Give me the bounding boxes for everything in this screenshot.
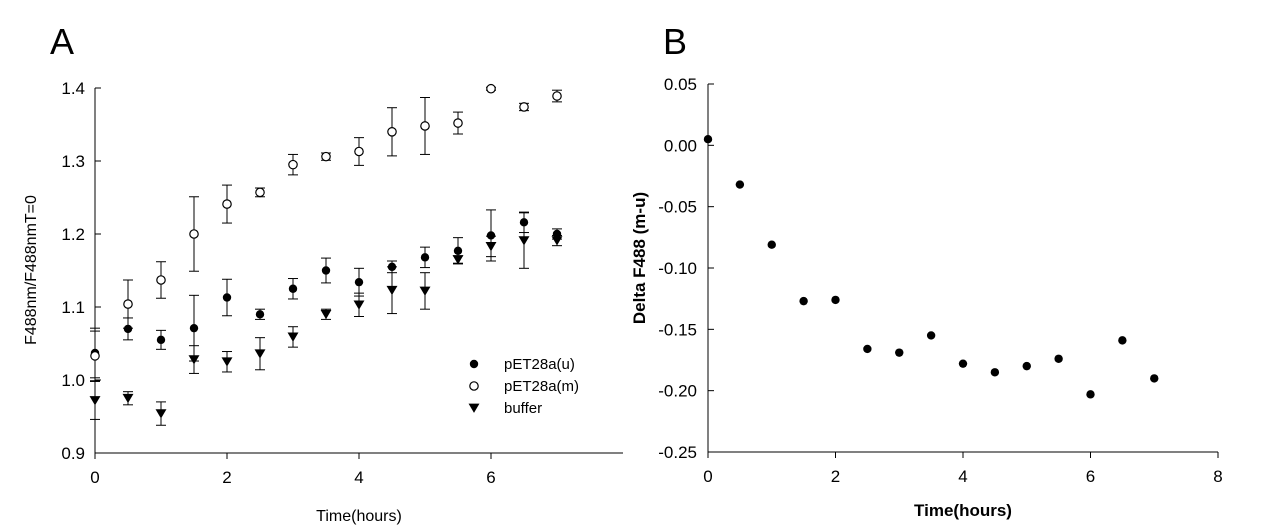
panel-b-point xyxy=(799,296,808,306)
panel-a-buffer-point xyxy=(254,349,266,359)
panel-b-point xyxy=(1054,354,1063,363)
panel-b-chart: B -0.25 -0.20 -0.15 -0.10 -0.05 0.00 0.05 0 2 4 6… xyxy=(630,21,1223,520)
panel-a-pet28a-u-point xyxy=(453,246,463,255)
panel-b-point xyxy=(1150,374,1159,383)
panel-b-point xyxy=(703,135,713,144)
panel-a-buffer-point xyxy=(551,236,563,246)
panel-a-pet28a-m-point xyxy=(90,351,100,361)
panel-b-point xyxy=(735,180,745,189)
panel-a-pet28a-u-point xyxy=(222,293,232,302)
panel-b-point xyxy=(1022,361,1031,371)
panel-a-pet28a-u-point xyxy=(288,284,298,293)
panel-a-y-axis-label: F488nm/F488nmT=0 xyxy=(23,195,40,345)
panel-a-pet28a-m-point xyxy=(552,91,562,101)
panel-a-pet28a-m-point xyxy=(354,146,364,157)
panel-b-x-axis-label: Time(hours) xyxy=(914,501,1012,520)
panel-b-point xyxy=(1118,336,1127,345)
panel-a-pet28a-m-point xyxy=(189,229,199,239)
panel-a-pet28a-u-point xyxy=(420,253,430,262)
legend-label: buffer xyxy=(504,400,542,417)
panel-a-legend: pET28a(u) pET28a(m) buffer xyxy=(468,356,579,417)
panel-a-pet28a-u-point xyxy=(321,266,331,275)
panel-a-pet28a-u-point xyxy=(255,310,265,319)
panel-a-pet28a-m-point xyxy=(156,275,166,285)
panel-a-buffer-point xyxy=(221,357,233,367)
panel-a-buffer-point xyxy=(386,285,398,296)
panel-a-pet28a-m-point xyxy=(420,121,430,131)
panel-b-point xyxy=(990,368,1000,377)
panel-a-pet28a-u-point xyxy=(354,277,364,287)
panel-b-point xyxy=(767,240,776,249)
panel-a-pet28a-u-point xyxy=(189,323,199,333)
panel-a-buffer-point xyxy=(485,242,497,252)
panel-a-pet28a-u-point xyxy=(156,335,166,345)
legend-marker xyxy=(468,403,480,413)
panel-a-y-tick-label: 1.4 xyxy=(61,79,85,98)
legend-marker xyxy=(469,359,479,369)
panel-a-label: A xyxy=(50,21,74,62)
panel-b-point xyxy=(1086,390,1095,399)
panel-b-x-tick-label: 2 xyxy=(831,467,840,486)
panel-b-y-tick-label: -0.10 xyxy=(658,259,697,278)
panel-b-point xyxy=(831,295,840,305)
panel-b-y-axis-label: Delta F488 (m-u) xyxy=(630,192,649,324)
panel-a-pet28a-m-point xyxy=(255,187,265,198)
panel-a-pet28a-u-point xyxy=(387,262,397,272)
panel-b-y-tick-label: 0.05 xyxy=(664,75,697,94)
panel-a-pet28a-m-point xyxy=(453,118,463,128)
panel-a-pet28a-u-point xyxy=(123,324,133,334)
panel-a-x-axis-label: Time(hours) xyxy=(316,508,402,525)
panel-a-buffer-point xyxy=(287,332,299,342)
panel-a-pet28a-m-point xyxy=(321,151,331,162)
panel-a-pet28a-u-point xyxy=(486,231,496,240)
panel-a-pet28a-m-point xyxy=(486,83,496,94)
panel-a-x-tick-label: 0 xyxy=(90,468,99,487)
panel-a-chart: A 0.9 1.0 1.1 1.2 1.3 1.4 0 2 4 6 Time(hours) F4… xyxy=(23,21,623,525)
panel-a-y-tick-label: 1.1 xyxy=(61,298,85,317)
panel-b-x-tick-label: 4 xyxy=(958,467,967,486)
panel-a-pet28a-m-point xyxy=(123,299,133,309)
panel-b-x-tick-label: 6 xyxy=(1086,467,1095,486)
panel-a-buffer-point xyxy=(122,393,134,404)
panel-a-pet28a-m-point xyxy=(519,102,529,112)
panel-a-y-tick-label: 1.2 xyxy=(61,225,85,244)
legend-label: pET28a(u) xyxy=(504,356,575,373)
panel-a-pet28a-m-point xyxy=(288,159,298,170)
panel-b-point xyxy=(863,344,872,354)
panel-a-y-tick-label: 1.0 xyxy=(61,371,85,390)
panel-b-point xyxy=(958,359,968,368)
panel-b-y-tick-label: -0.25 xyxy=(658,443,697,462)
panel-a-y-tick-label: 1.3 xyxy=(61,152,85,171)
panel-a-buffer-point xyxy=(452,255,464,265)
panel-a-x-tick-label: 6 xyxy=(486,468,495,487)
panel-b-y-tick-label: -0.15 xyxy=(658,320,697,339)
panel-b-point xyxy=(926,331,936,340)
panel-a-pet28a-m-point xyxy=(387,127,397,137)
legend-marker xyxy=(469,381,479,391)
panel-a-buffer-point xyxy=(89,396,101,406)
panel-b-y-tick-label: -0.05 xyxy=(658,198,697,217)
panel-b-label: B xyxy=(663,21,687,62)
panel-a-buffer-point xyxy=(188,355,200,365)
panel-a-pet28a-u-point xyxy=(519,218,529,227)
panel-a-buffer-point xyxy=(353,300,365,310)
panel-b-x-tick-label: 0 xyxy=(703,467,712,486)
panel-b-y-tick-label: -0.20 xyxy=(658,382,697,401)
panel-a-buffer-point xyxy=(419,286,431,296)
panel-a-buffer-point xyxy=(155,409,167,419)
panel-b-point xyxy=(895,348,904,357)
legend-label: pET28a(m) xyxy=(504,378,579,395)
panel-b-y-tick-label: 0.00 xyxy=(664,136,697,155)
panel-a-x-tick-label: 2 xyxy=(222,468,231,487)
panel-b-x-tick-label: 8 xyxy=(1213,467,1222,486)
panel-a-pet28a-m-point xyxy=(222,199,232,209)
panel-a-x-tick-label: 4 xyxy=(354,468,363,487)
panel-a-buffer-point xyxy=(518,236,530,246)
panel-a-pet28a-u-point xyxy=(552,229,562,239)
panel-a-y-tick-label: 0.9 xyxy=(61,444,85,463)
panel-a-buffer-point xyxy=(320,309,332,320)
